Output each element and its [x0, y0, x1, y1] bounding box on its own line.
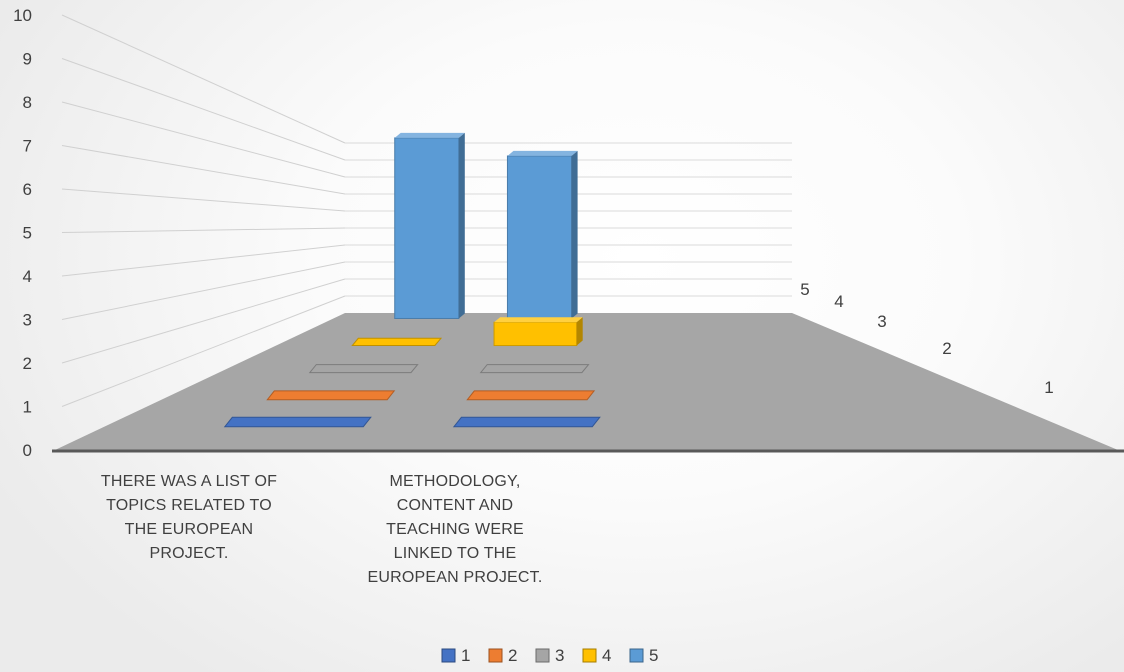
- bar-series-1-cat-2: [452, 416, 601, 428]
- category-label: METHODOLOGY, CONTENT AND TEACHING WERE LINK…: [368, 473, 543, 586]
- side-gridline: [61, 101, 346, 178]
- side-gridline: [61, 227, 346, 233]
- depth-tick-label: 5: [800, 280, 809, 299]
- bar-tile: [351, 337, 443, 346]
- depth-tick-label: 3: [877, 312, 886, 331]
- bar-front-face: [506, 155, 573, 319]
- bar-tile: [466, 390, 596, 401]
- legend-item: 4: [582, 646, 611, 665]
- bar-side-face: [576, 317, 583, 346]
- depth-axis: 5 4 3 2 1: [800, 280, 1053, 397]
- bar-series-5-cat-2: [506, 150, 578, 319]
- y-tick-label: 7: [23, 137, 32, 156]
- y-tick-label: 6: [23, 180, 32, 199]
- bar-marks: [223, 132, 601, 428]
- legend-swatch: [488, 648, 503, 663]
- legend-swatch: [582, 648, 597, 663]
- legend-item: 3: [535, 646, 564, 665]
- side-gridline: [61, 278, 346, 364]
- legend-label: 1: [461, 646, 470, 665]
- bar-series-4-cat-1: [351, 337, 443, 346]
- y-tick-label: 5: [23, 224, 32, 243]
- legend-item: 1: [441, 646, 470, 665]
- y-tick-label: 0: [23, 441, 32, 460]
- bar-top-face: [507, 150, 578, 156]
- y-tick-label: 2: [23, 354, 32, 373]
- y-axis: 0 1 2 3 4 5 6 7 8 9 10: [13, 6, 32, 460]
- depth-tick-label: 1: [1044, 378, 1053, 397]
- bar-top-face: [494, 317, 583, 323]
- floor-plane: [55, 313, 1118, 450]
- legend-item: 2: [488, 646, 517, 665]
- bar-series-1-cat-1: [223, 416, 372, 428]
- bar-series-3-cat-2: [479, 364, 590, 374]
- legend-swatch: [441, 648, 456, 663]
- legend-label: 2: [508, 646, 517, 665]
- bar-side-face: [458, 132, 465, 319]
- x-axis: THERE WAS A LIST OF TOPICS RELATED TO THE …: [101, 473, 543, 586]
- bar-front-face: [394, 137, 460, 319]
- y-tick-label: 4: [23, 267, 32, 286]
- bar-tile: [479, 364, 590, 374]
- bar-series-5-cat-1: [394, 132, 465, 319]
- side-gridline: [61, 261, 346, 320]
- y-tick-label: 1: [23, 398, 32, 417]
- legend-swatch: [629, 648, 644, 663]
- legend-label: 5: [649, 646, 658, 665]
- y-tick-label: 10: [13, 6, 32, 25]
- legend: 1 2 3 4 5: [441, 646, 658, 665]
- bar-series-3-cat-1: [308, 364, 419, 374]
- side-gridline: [61, 145, 346, 195]
- bar-tile: [266, 390, 396, 401]
- y-tick-label: 9: [23, 50, 32, 69]
- side-gridline: [61, 295, 346, 407]
- legend-label: 4: [602, 646, 611, 665]
- bar-top-face: [394, 132, 465, 138]
- side-gridline: [61, 244, 346, 277]
- legend-item: 5: [629, 646, 658, 665]
- bar-tile: [308, 364, 419, 374]
- bar-series-2-cat-2: [466, 390, 596, 401]
- bar-tile: [452, 416, 601, 428]
- bar-series-4-cat-2: [493, 317, 583, 347]
- y-tick-label: 8: [23, 93, 32, 112]
- category-label: THERE WAS A LIST OF TOPICS RELATED TO THE …: [101, 473, 277, 562]
- bar-series-2-cat-1: [266, 390, 396, 401]
- side-gridline: [61, 188, 346, 212]
- bar-front-face: [493, 321, 578, 347]
- bar-tile: [223, 416, 372, 428]
- side-gridline: [61, 58, 346, 161]
- y-tick-label: 3: [23, 311, 32, 330]
- chart-floor: [52, 313, 1124, 453]
- depth-tick-label: 4: [834, 292, 843, 311]
- legend-swatch: [535, 648, 550, 663]
- bar-side-face: [571, 150, 578, 319]
- depth-tick-label: 2: [942, 339, 951, 358]
- side-gridline: [61, 14, 346, 144]
- legend-label: 3: [555, 646, 564, 665]
